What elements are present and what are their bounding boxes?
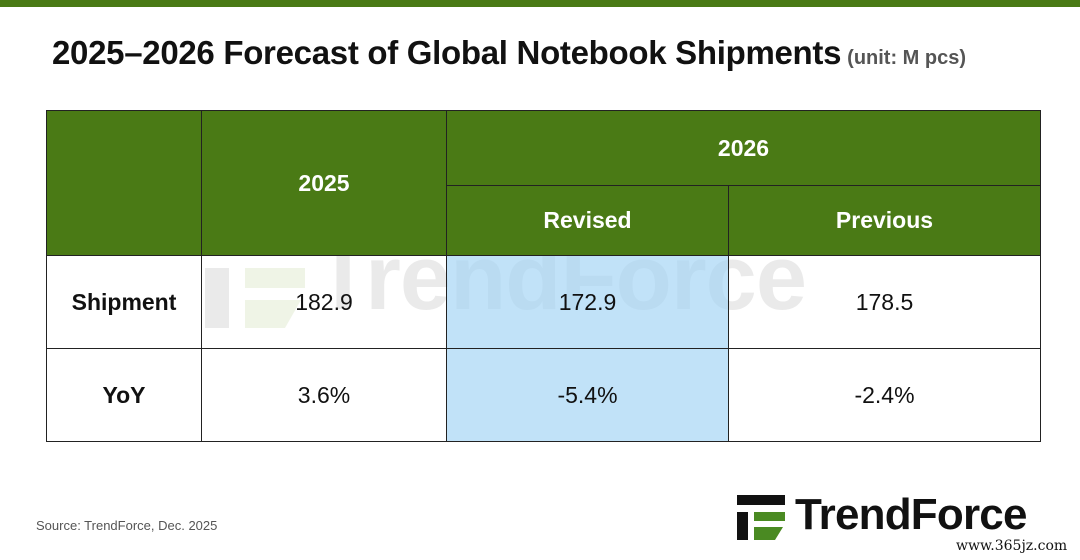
unit-label: (unit: M pcs) <box>847 47 967 69</box>
forecast-table: 2025 2026 Revised Previous Shipment 182.… <box>46 110 1042 442</box>
header-revised: Revised <box>446 185 729 256</box>
table-row-yoy: YoY 3.6% -5.4% -2.4% <box>46 348 1042 442</box>
top-accent-bar <box>0 0 1080 7</box>
header-corner-cell <box>46 110 202 256</box>
trendforce-logo-icon <box>737 495 785 540</box>
cell-shipment-previous: 178.5 <box>727 255 1042 349</box>
table-row-shipment: Shipment 182.9 172.9 178.5 <box>46 255 1042 349</box>
title-row: 2025–2026 Forecast of Global Notebook Sh… <box>52 34 1052 84</box>
cell-yoy-2025: 3.6% <box>201 348 447 442</box>
cell-yoy-previous: -2.4% <box>727 348 1042 442</box>
header-previous: Previous <box>727 185 1042 256</box>
source-note: Source: TrendForce, Dec. 2025 <box>36 518 218 533</box>
header-2025: 2025 <box>201 110 447 256</box>
cell-shipment-2025: 182.9 <box>201 255 447 349</box>
site-watermark: www.365jz.com <box>956 538 1068 554</box>
cell-shipment-revised: 172.9 <box>446 255 729 349</box>
header-2026: 2026 <box>445 110 1042 186</box>
chart-title: 2025–2026 Forecast of Global Notebook Sh… <box>52 34 842 71</box>
row-label-shipment: Shipment <box>46 255 202 349</box>
row-label-yoy: YoY <box>46 348 202 442</box>
logo-wordmark: TrendForce <box>795 490 1027 539</box>
trendforce-logo: TrendForce <box>735 490 1065 544</box>
cell-yoy-revised: -5.4% <box>446 348 729 442</box>
